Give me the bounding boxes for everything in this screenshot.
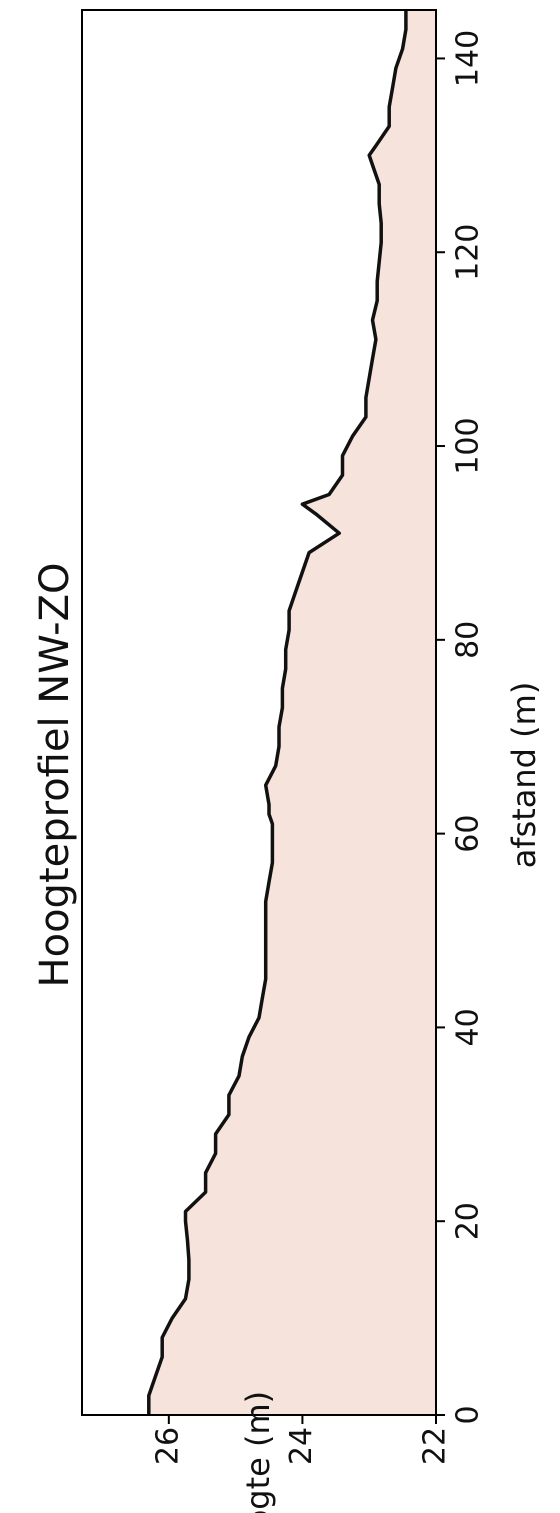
y-tick-label: 22 [418, 1427, 453, 1465]
x-tick-label: 140 [451, 30, 486, 87]
x-tick-label: 80 [451, 621, 486, 659]
plot-area [81, 9, 437, 1416]
x-tick-label: 60 [451, 815, 486, 853]
y-tick-label: 26 [150, 1427, 185, 1465]
plot-frame [81, 9, 437, 1416]
x-tick-label: 0 [451, 1405, 486, 1424]
x-tick-label: 20 [451, 1202, 486, 1240]
y-tick-label: 24 [284, 1427, 319, 1465]
elevation-profile-line [147, 10, 408, 1415]
elevation-fill-area [148, 10, 437, 1415]
x-axis-label: afstand (m) [505, 682, 543, 869]
x-axis-ticks: 0 20 40 60 80 100 120 140 [436, 30, 486, 1425]
x-tick-label: 100 [451, 417, 486, 474]
x-tick-label: 40 [451, 1008, 486, 1046]
chart-title: Hoogteprofiel NW-ZO [32, 563, 78, 988]
y-axis-label: hoogte (m) [239, 1391, 277, 1513]
y-axis-ticks: 22 24 26 [150, 1415, 453, 1465]
x-tick-label: 120 [451, 224, 486, 281]
